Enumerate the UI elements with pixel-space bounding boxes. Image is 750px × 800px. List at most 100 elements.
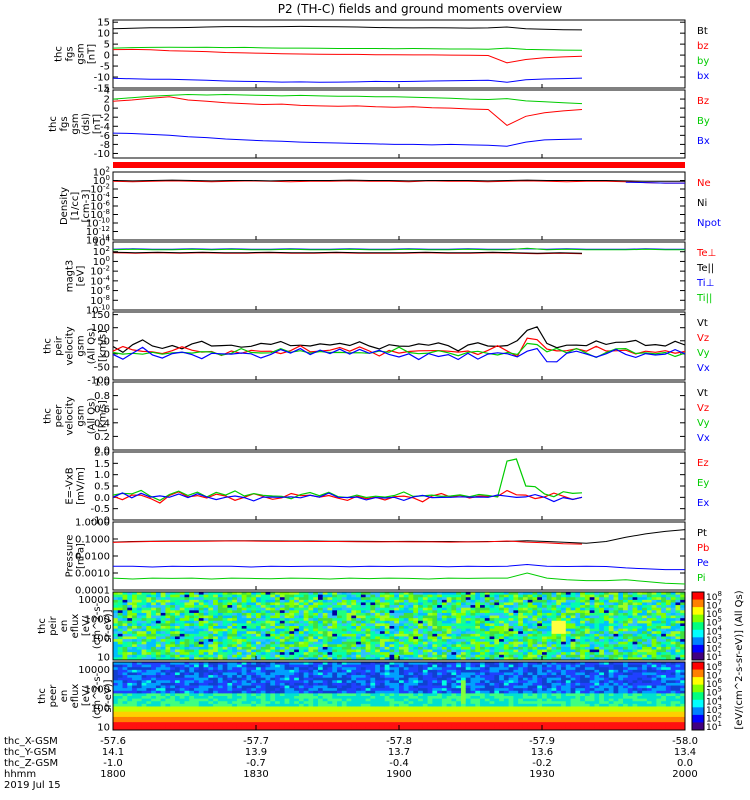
heatmap-cell bbox=[589, 644, 595, 648]
heatmap-cell bbox=[580, 618, 586, 622]
heatmap-cell bbox=[246, 605, 252, 609]
heatmap-cell bbox=[208, 612, 214, 616]
heatmap-cell bbox=[322, 654, 328, 658]
heatmap-cell bbox=[208, 641, 214, 645]
heatmap-cell bbox=[327, 620, 333, 624]
heatmap-cell bbox=[241, 631, 247, 635]
heatmap-cell bbox=[508, 644, 514, 648]
heatmap-cell bbox=[532, 636, 538, 640]
heatmap-cell bbox=[313, 706, 319, 710]
heatmap-cell bbox=[308, 719, 314, 723]
heatmap-cell bbox=[327, 716, 333, 720]
heatmap-cell bbox=[351, 664, 357, 668]
heatmap-cell bbox=[527, 649, 533, 653]
heatmap-cell bbox=[475, 615, 481, 619]
heatmap-cell bbox=[160, 685, 166, 689]
heatmap-cell bbox=[217, 698, 224, 702]
heatmap-cell bbox=[351, 703, 357, 707]
heatmap-cell bbox=[584, 623, 591, 627]
heatmap-cell bbox=[360, 644, 367, 648]
heatmap-cell bbox=[680, 644, 686, 648]
heatmap-cell bbox=[236, 703, 243, 707]
heatmap-cell bbox=[170, 652, 176, 656]
heatmap-cell bbox=[236, 607, 243, 611]
heatmap-cell bbox=[232, 636, 238, 640]
heatmap-cell bbox=[279, 664, 285, 668]
heatmap-cell bbox=[399, 599, 405, 603]
heatmap-cell bbox=[484, 592, 490, 596]
heatmap-cell bbox=[384, 716, 390, 720]
heatmap-cell bbox=[465, 623, 471, 627]
heatmap-cell bbox=[670, 620, 676, 624]
series-line bbox=[112, 96, 583, 126]
heatmap-cell bbox=[341, 675, 347, 679]
heatmap-cell bbox=[265, 706, 271, 710]
heatmap-cell bbox=[341, 657, 347, 661]
heatmap-cell bbox=[389, 620, 395, 624]
heatmap-cell bbox=[217, 688, 224, 692]
heatmap-cell bbox=[599, 620, 605, 624]
heatmap-cell bbox=[561, 654, 567, 658]
heatmap-cell bbox=[303, 657, 309, 661]
y-axis-label: gsm bbox=[76, 43, 87, 64]
heatmap-cell bbox=[637, 639, 643, 643]
heatmap-cell bbox=[256, 690, 262, 694]
heatmap-cell bbox=[275, 677, 281, 681]
heatmap-cell bbox=[279, 727, 285, 731]
heatmap-cell bbox=[170, 675, 176, 679]
heatmap-cell bbox=[198, 727, 204, 731]
heatmap-cell bbox=[375, 711, 381, 715]
y-tick-label: 0.8 bbox=[94, 391, 110, 402]
heatmap-cell bbox=[513, 594, 519, 598]
heatmap-cell bbox=[337, 677, 343, 681]
heatmap-cell bbox=[346, 680, 352, 684]
heatmap-cell bbox=[294, 727, 300, 731]
heatmap-cell bbox=[675, 631, 681, 635]
series-line bbox=[112, 540, 583, 545]
heatmap-cell bbox=[132, 615, 138, 619]
heatmap-cell bbox=[203, 626, 209, 630]
heatmap-cell bbox=[494, 592, 500, 596]
heatmap-cell bbox=[184, 626, 190, 630]
heatmap-cell bbox=[394, 623, 400, 627]
heatmap-cell bbox=[356, 652, 362, 656]
heatmap-cell bbox=[246, 618, 252, 622]
heatmap-cell bbox=[375, 724, 381, 728]
heatmap-cell bbox=[270, 599, 276, 603]
heatmap-cell bbox=[117, 696, 123, 700]
heatmap-cell bbox=[522, 636, 529, 640]
heatmap-cell bbox=[294, 716, 300, 720]
heatmap-cell bbox=[165, 597, 171, 601]
heatmap-cell bbox=[375, 639, 381, 643]
heatmap-cell bbox=[394, 602, 400, 606]
heatmap-cell bbox=[127, 672, 133, 676]
heatmap-cell bbox=[117, 706, 123, 710]
heatmap-cell bbox=[317, 706, 324, 710]
y-tick-label: 50 bbox=[97, 336, 110, 347]
heatmap-cell bbox=[122, 716, 128, 720]
heatmap-cell bbox=[275, 592, 281, 596]
heatmap-cell bbox=[384, 677, 390, 681]
heatmap-cell bbox=[580, 602, 586, 606]
heatmap-cell bbox=[665, 639, 672, 643]
heatmap-cell bbox=[518, 657, 524, 661]
heatmap-cell bbox=[265, 709, 271, 713]
heatmap-cell bbox=[351, 626, 357, 630]
heatmap-cell bbox=[432, 646, 438, 650]
heatmap-cell bbox=[113, 602, 119, 606]
heatmap-cell bbox=[365, 693, 371, 697]
heatmap-cell bbox=[298, 644, 305, 648]
heatmap-cell bbox=[160, 607, 166, 611]
heatmap-cell bbox=[270, 669, 276, 673]
heatmap-cell bbox=[337, 654, 343, 658]
heatmap-cell bbox=[213, 641, 219, 645]
heatmap-cell bbox=[165, 719, 171, 723]
heatmap-cell bbox=[275, 628, 281, 632]
heatmap-cell bbox=[117, 680, 123, 684]
heatmap-cell bbox=[289, 688, 295, 692]
heatmap-cell bbox=[632, 592, 638, 596]
heatmap-cell bbox=[656, 605, 662, 609]
heatmap-cell bbox=[294, 652, 300, 656]
heatmap-cell bbox=[470, 592, 476, 596]
heatmap-cell bbox=[375, 646, 381, 650]
